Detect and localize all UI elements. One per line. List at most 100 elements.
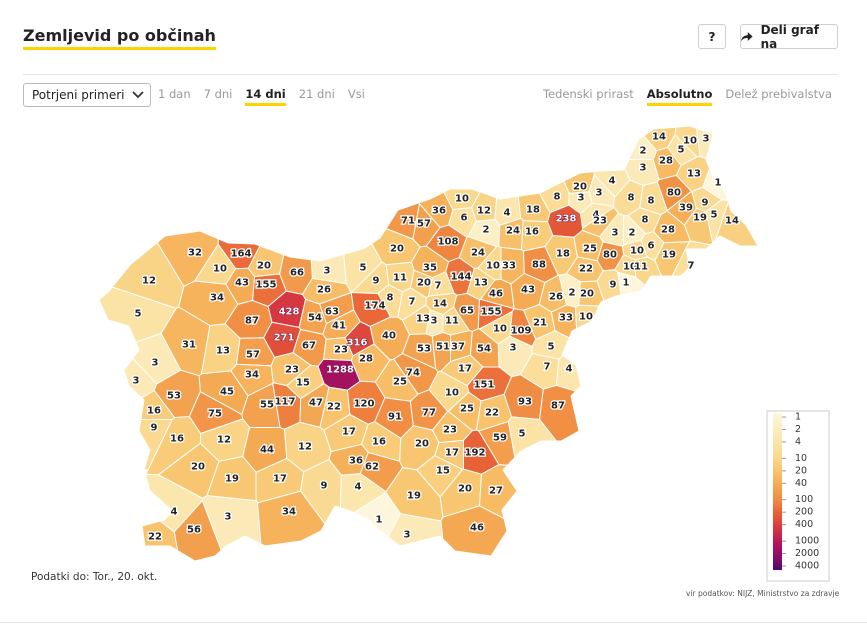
municipality-value: 16 xyxy=(170,434,184,445)
municipality-value: 28 xyxy=(359,354,373,365)
municipality-value: 20 xyxy=(191,462,205,473)
legend-label: 4 xyxy=(795,436,801,447)
share-button[interactable]: Deli graf na xyxy=(740,22,838,51)
municipality-value: 10 xyxy=(630,246,644,257)
municipality-value: 43 xyxy=(235,278,249,289)
divider xyxy=(23,74,838,75)
municipality-value: 3 xyxy=(596,188,603,199)
municipality-value: 5 xyxy=(548,342,555,353)
municipality-value: 14 xyxy=(725,216,739,227)
source: vir podatkov: NIJZ, Ministrstvo za zdrav… xyxy=(686,589,840,598)
municipality-value: 10 xyxy=(493,324,507,335)
country-outline xyxy=(98,125,759,562)
municipality-value: 22 xyxy=(579,264,593,275)
share-label: Deli graf na xyxy=(760,22,819,51)
legend-label: 200 xyxy=(795,507,813,518)
municipality-value: 11 xyxy=(445,316,459,327)
municipality-value: 25 xyxy=(460,404,474,415)
period-tab[interactable]: 7 dni xyxy=(203,87,233,101)
period-tabs: 1 dan 7 dni 14 dni 21 dni Vsi xyxy=(158,87,365,106)
municipality-value: 120 xyxy=(354,399,375,410)
municipality-value: 7 xyxy=(435,281,442,292)
municipality-value: 6 xyxy=(461,213,468,224)
municipality-value: 20 xyxy=(458,484,472,495)
municipality-value: 4 xyxy=(593,210,600,221)
municipality-value: 16 xyxy=(147,406,161,417)
municipality-value: 151 xyxy=(474,380,495,391)
period-tab[interactable]: 1 dan xyxy=(158,87,191,101)
municipality-value: 8 xyxy=(642,215,649,226)
municipality-value: 9 xyxy=(610,280,617,291)
municipality-value: 80 xyxy=(667,188,681,199)
municipality-value: 10 xyxy=(486,261,500,272)
municipality-value: 22 xyxy=(148,532,162,543)
municipality[interactable] xyxy=(692,97,749,162)
municipality-value: 18 xyxy=(556,249,570,260)
municipality-value: 88 xyxy=(532,260,546,271)
municipality-value: 7 xyxy=(688,261,695,272)
municipality-value: 3 xyxy=(152,358,159,369)
mode-tab[interactable]: Delež prebivalstva xyxy=(725,87,832,101)
municipality-value: 77 xyxy=(422,408,436,419)
municipality-value: 11 xyxy=(634,262,648,273)
municipality-value: 71 xyxy=(401,216,415,227)
municipality-value: 18 xyxy=(526,205,540,216)
help-button[interactable]: ? xyxy=(698,24,726,49)
municipality-value: 57 xyxy=(417,219,431,230)
period-tab[interactable]: 14 dni xyxy=(245,87,286,106)
municipality-value: 56 xyxy=(187,525,201,536)
municipality-value: 4 xyxy=(566,364,573,375)
municipality-value: 15 xyxy=(296,378,310,389)
municipality-value: 87 xyxy=(245,316,259,327)
municipality[interactable] xyxy=(365,178,421,240)
municipality-value: 12 xyxy=(477,206,491,217)
municipality-value: 20 xyxy=(580,289,594,300)
mode-tab[interactable]: Absolutno xyxy=(646,87,713,106)
municipality-value: 155 xyxy=(481,307,502,318)
municipality-value: 14 xyxy=(652,132,666,143)
municipality-value: 5 xyxy=(519,429,526,440)
municipality-value: 8 xyxy=(387,293,394,304)
legend-label: 2 xyxy=(795,424,801,435)
legend-label: 1000 xyxy=(795,536,819,547)
measure-select[interactable]: Potrjeni primeri xyxy=(23,83,151,107)
mode-tab[interactable]: Tedenski prirast xyxy=(542,87,634,101)
municipality-value: 1 xyxy=(623,278,630,289)
period-tab[interactable]: 21 dni xyxy=(298,87,335,101)
municipality-value: 43 xyxy=(521,285,535,296)
municipality-value: 6 xyxy=(648,241,655,252)
municipality-value: 22 xyxy=(327,402,341,413)
municipality-value: 3 xyxy=(612,228,619,239)
municipality-value: 59 xyxy=(493,433,507,444)
municipality[interactable] xyxy=(440,505,520,570)
municipality-value: 93 xyxy=(518,397,532,408)
legend-label: 100 xyxy=(795,494,813,505)
municipality-value: 20 xyxy=(257,261,271,272)
municipality-value: 108 xyxy=(438,237,459,248)
municipality-value: 174 xyxy=(365,301,386,312)
municipality-value: 55 xyxy=(260,400,274,411)
municipality-value: 5 xyxy=(360,263,367,274)
municipality-value: 54 xyxy=(477,344,491,355)
municipality-value: 46 xyxy=(470,523,484,534)
municipality-value: 3 xyxy=(703,134,710,145)
period-tab[interactable]: Vsi xyxy=(347,87,365,101)
legend-colorbar xyxy=(773,413,782,570)
municipality-value: 28 xyxy=(659,156,673,167)
municipality-value: 10 xyxy=(683,136,697,147)
municipality-value: 9 xyxy=(373,276,380,287)
municipality-value: 53 xyxy=(417,344,431,355)
municipality-value: 4 xyxy=(609,176,616,187)
municipality-value: 34 xyxy=(282,507,296,518)
legend-label: 10 xyxy=(795,453,807,464)
municipality-value: 44 xyxy=(260,445,274,456)
municipality-value: 23 xyxy=(593,216,607,227)
municipality-value: 7 xyxy=(544,362,551,373)
municipality-value: 5 xyxy=(678,145,685,156)
municipality-value: 36 xyxy=(432,206,446,217)
municipality-value: 10 xyxy=(445,388,459,399)
municipality-value: 109 xyxy=(511,326,532,337)
municipality[interactable] xyxy=(279,230,313,295)
municipality-value: 8 xyxy=(628,193,635,204)
